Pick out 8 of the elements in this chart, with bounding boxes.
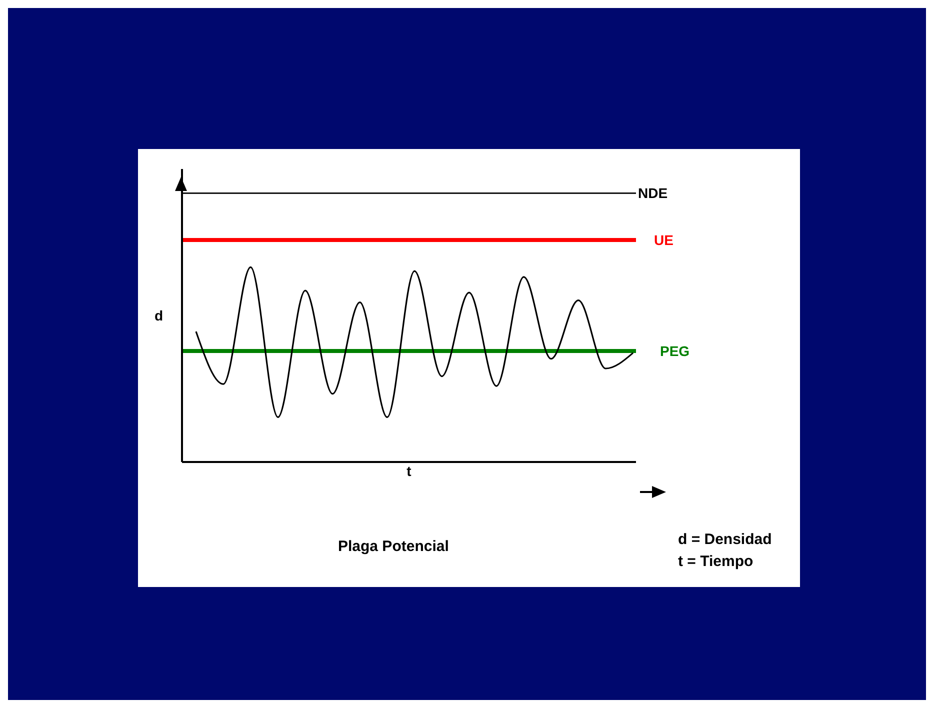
ref-line-label: NDE [638, 185, 668, 202]
text: t = Tiempo [678, 552, 754, 572]
y-axis-title: d [154, 307, 163, 324]
text: Plaga Potencial [338, 538, 449, 555]
ref-line-label: UE [654, 232, 674, 248]
ref-line-label: PEG [660, 342, 690, 359]
x-axis-title: t [406, 462, 412, 479]
text: d = Densidad [678, 530, 772, 550]
